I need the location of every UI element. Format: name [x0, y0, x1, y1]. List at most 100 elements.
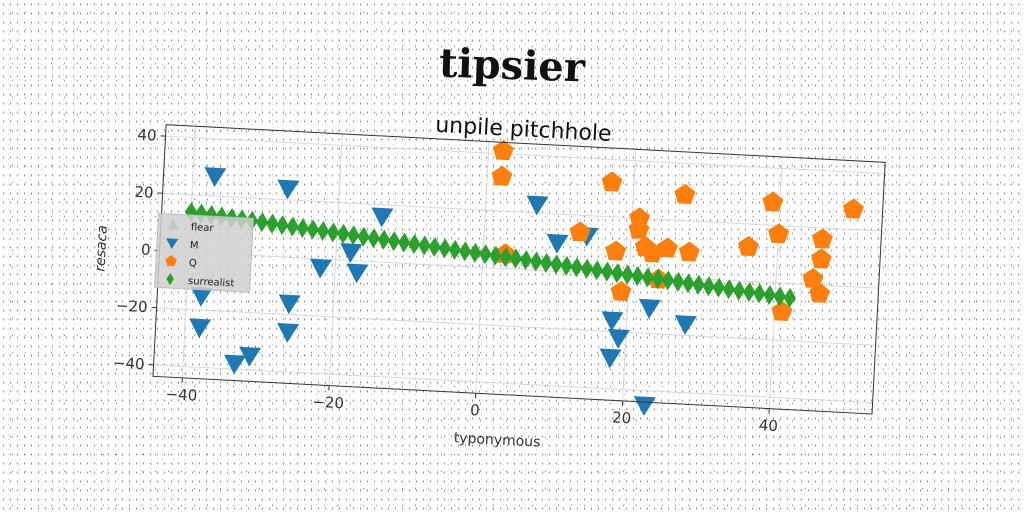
x-tick-label: −40: [165, 385, 198, 405]
x-tick-label: 20: [612, 408, 632, 427]
data-point-surrealist: [773, 286, 786, 307]
legend-label-flear: flear: [191, 222, 215, 234]
y-tick-label: 20: [134, 183, 154, 202]
grid: [153, 126, 885, 409]
y-axis-label: resaca: [92, 225, 110, 272]
data-point-q: [569, 221, 591, 242]
data-point-m: [340, 243, 363, 263]
data-point-surrealist: [357, 226, 370, 247]
data-point-m: [277, 322, 300, 343]
data-point-m: [189, 318, 212, 339]
data-point-q: [810, 248, 832, 269]
data-point-q: [674, 183, 696, 205]
data-point-m: [601, 311, 624, 332]
data-point-q: [657, 237, 678, 258]
x-axis-label: typonymous: [453, 430, 540, 451]
data-point-surrealist: [590, 260, 604, 281]
data-point-q: [762, 191, 784, 212]
data-point-surrealist: [600, 261, 614, 282]
data-point-surrealist: [560, 255, 573, 276]
data-point-surrealist: [550, 254, 563, 275]
data-point-surrealist: [783, 287, 796, 308]
data-point-surrealist: [651, 268, 665, 289]
data-point-q: [492, 139, 514, 161]
data-point-m: [633, 396, 656, 416]
y-gridline: [156, 307, 876, 346]
data-point-q: [605, 240, 627, 261]
data-point-surrealist: [458, 241, 472, 262]
data-point-m: [309, 258, 332, 279]
data-point-q: [642, 242, 663, 263]
data-point-surrealist: [631, 266, 644, 287]
data-point-surrealist: [499, 247, 512, 268]
data-point-m: [204, 167, 227, 187]
data-point-m: [277, 179, 300, 200]
data-point-m: [638, 298, 661, 319]
data-point-surrealist: [702, 276, 715, 297]
data-point-surrealist: [438, 238, 451, 259]
data-point-surrealist: [540, 252, 553, 273]
data-point-surrealist: [763, 284, 776, 305]
y-tick-label: 0: [141, 241, 151, 259]
data-point-surrealist: [326, 222, 340, 243]
data-point-surrealist: [469, 242, 482, 263]
data-point-surrealist: [306, 219, 320, 240]
data-point-surrealist: [316, 220, 330, 241]
data-point-surrealist: [580, 258, 594, 279]
x-tick-label: 0: [470, 401, 480, 419]
legend-marker-m: [166, 238, 179, 250]
data-point-surrealist: [479, 244, 492, 265]
data-point-surrealist: [418, 235, 431, 256]
data-point-surrealist: [397, 232, 411, 253]
y-gridline: [153, 364, 873, 404]
x-tick-label: 40: [758, 416, 778, 435]
data-point-surrealist: [722, 279, 736, 300]
legend-label-surrealist: surrealist: [188, 276, 235, 289]
y-gridline: [159, 250, 879, 289]
legend-label-m: M: [190, 240, 199, 251]
y-tick-label: −20: [116, 297, 149, 317]
data-point-surrealist: [509, 248, 522, 269]
legend-marker-q: [165, 255, 177, 267]
data-point-surrealist: [387, 231, 401, 252]
data-point-surrealist: [377, 229, 391, 250]
data-point-surrealist: [692, 274, 705, 295]
y-gridline: [162, 192, 882, 232]
data-point-q: [809, 282, 831, 303]
data-point-q: [610, 280, 632, 302]
legend-marker-flear: [166, 219, 179, 230]
data-point-q: [738, 235, 759, 257]
data-point-surrealist: [743, 282, 756, 303]
data-point-surrealist: [519, 250, 533, 271]
data-point-surrealist: [712, 277, 725, 298]
legend-label-q: Q: [189, 258, 198, 269]
data-point-q: [678, 241, 700, 262]
legend-box: [154, 212, 254, 293]
data-point-m: [674, 315, 697, 335]
data-point-m: [224, 354, 247, 375]
data-point-q: [768, 223, 790, 244]
data-point-q: [812, 228, 833, 249]
data-point-m: [546, 233, 569, 254]
data-point-m: [239, 346, 262, 367]
y-tick-label: 40: [137, 126, 157, 145]
chart-area: unpile pitchhole −40 −20 0 20 40−40−2002040 …: [92, 113, 886, 451]
data-point-surrealist: [276, 215, 289, 236]
y-tick-label: −40: [113, 354, 146, 374]
data-point-surrealist: [671, 271, 685, 292]
data-point-surrealist: [255, 212, 269, 233]
data-point-q: [802, 268, 824, 289]
data-point-surrealist: [621, 264, 634, 285]
data-point-q: [771, 300, 793, 322]
data-point-surrealist: [266, 213, 279, 234]
data-point-surrealist: [367, 228, 380, 249]
data-point-m: [607, 328, 630, 349]
data-point-q: [601, 171, 623, 192]
x-tick-label: −20: [312, 393, 345, 413]
data-point-surrealist: [296, 218, 309, 238]
data-point-surrealist: [570, 257, 583, 278]
data-point-surrealist: [428, 236, 441, 257]
data-point-surrealist: [611, 263, 624, 284]
legend-marker-surrealist: [166, 273, 174, 286]
